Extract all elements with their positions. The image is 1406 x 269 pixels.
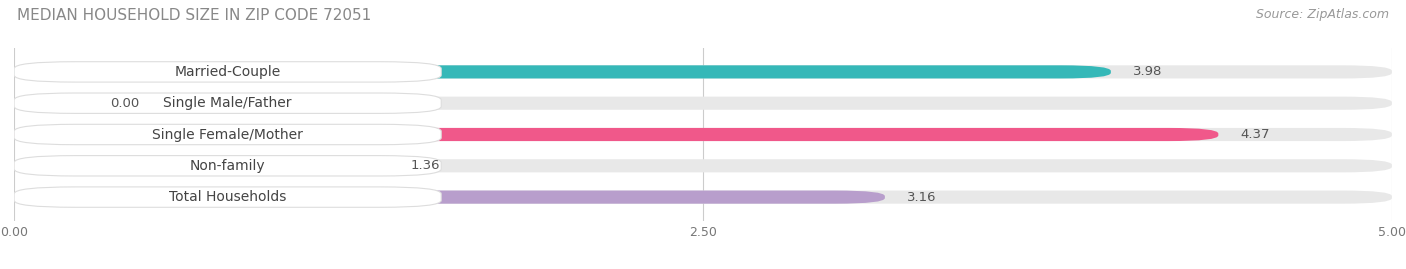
- Text: Total Households: Total Households: [169, 190, 287, 204]
- FancyBboxPatch shape: [14, 159, 1392, 172]
- Text: Single Male/Father: Single Male/Father: [163, 96, 292, 110]
- FancyBboxPatch shape: [14, 190, 884, 204]
- FancyBboxPatch shape: [14, 128, 1219, 141]
- FancyBboxPatch shape: [14, 187, 441, 207]
- Text: Source: ZipAtlas.com: Source: ZipAtlas.com: [1256, 8, 1389, 21]
- Text: 1.36: 1.36: [411, 159, 440, 172]
- FancyBboxPatch shape: [14, 155, 441, 176]
- FancyBboxPatch shape: [14, 65, 1111, 79]
- FancyBboxPatch shape: [14, 124, 441, 145]
- Text: MEDIAN HOUSEHOLD SIZE IN ZIP CODE 72051: MEDIAN HOUSEHOLD SIZE IN ZIP CODE 72051: [17, 8, 371, 23]
- FancyBboxPatch shape: [14, 62, 441, 82]
- FancyBboxPatch shape: [14, 128, 1392, 141]
- Text: 4.37: 4.37: [1240, 128, 1270, 141]
- FancyBboxPatch shape: [14, 190, 1392, 204]
- FancyBboxPatch shape: [14, 159, 389, 172]
- FancyBboxPatch shape: [14, 65, 1392, 79]
- Text: 3.16: 3.16: [907, 191, 936, 204]
- Text: Non-family: Non-family: [190, 159, 266, 173]
- Text: Single Female/Mother: Single Female/Mother: [152, 128, 304, 141]
- Text: 3.98: 3.98: [1133, 65, 1163, 78]
- Text: 0.00: 0.00: [111, 97, 139, 110]
- FancyBboxPatch shape: [14, 93, 441, 114]
- FancyBboxPatch shape: [14, 97, 1392, 110]
- Text: Married-Couple: Married-Couple: [174, 65, 281, 79]
